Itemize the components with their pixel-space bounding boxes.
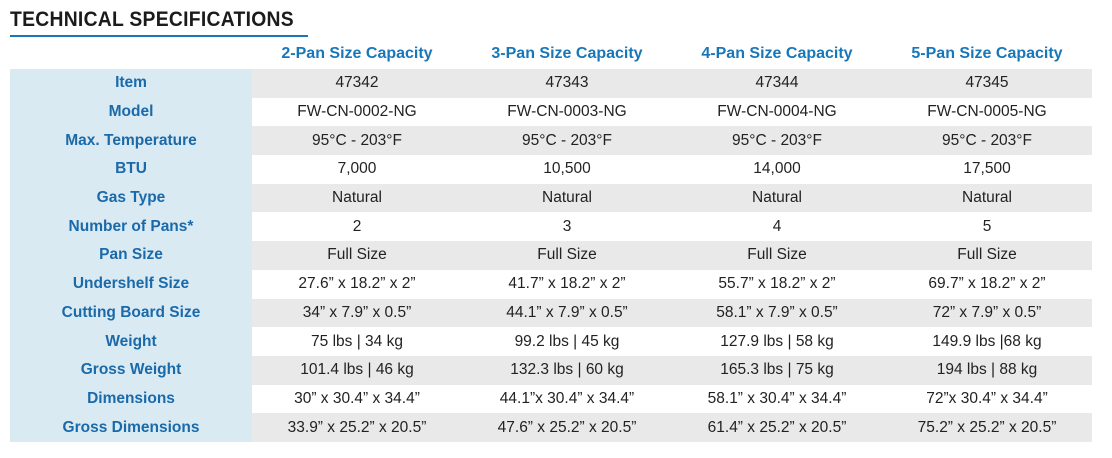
row-label: Max. Temperature xyxy=(10,126,252,156)
table-cell: 127.9 lbs | 58 kg xyxy=(672,327,882,356)
row-label: Model xyxy=(10,97,252,127)
table-cell: 7,000 xyxy=(252,155,462,184)
table-cell: 61.4” x 25.2” x 20.5” xyxy=(672,413,882,442)
table-cell: 58.1” x 30.4” x 34.4” xyxy=(672,384,882,414)
table-cell: Full Size xyxy=(672,241,882,270)
column-header: 2-Pan Size Capacity xyxy=(281,45,433,62)
table-cell: 69.7” x 18.2” x 2” xyxy=(882,269,1092,299)
row-label: Gross Dimensions xyxy=(10,413,252,442)
table-cell: 47344 xyxy=(672,69,882,98)
table-cell: 33.9” x 25.2” x 20.5” xyxy=(252,413,462,442)
table-cell: 47345 xyxy=(882,69,1092,98)
table-cell: 194 lbs | 88 kg xyxy=(882,355,1092,385)
row-label: Gross Weight xyxy=(10,355,252,385)
row-label: Number of Pans* xyxy=(10,212,252,242)
table-row: Pan Size Full Size Full Size Full Size Full … xyxy=(10,241,1092,270)
column-header: 5-Pan Size Capacity xyxy=(911,45,1063,62)
table-cell: 95°C - 203°F xyxy=(882,126,1092,156)
table-cell: Full Size xyxy=(252,241,462,270)
table-row: Number of Pans* 2 3 4 5 xyxy=(10,212,1092,242)
table-cell: 132.3 lbs | 60 kg xyxy=(462,355,672,385)
table-cell: FW-CN-0003-NG xyxy=(462,97,672,127)
row-label: Pan Size xyxy=(10,241,252,270)
table-cell: 95°C - 203°F xyxy=(462,126,672,156)
table-cell: 47343 xyxy=(462,69,672,98)
table-cell: 72”x 30.4” x 34.4” xyxy=(882,384,1092,414)
table-row: Item 47342 47343 47344 47345 xyxy=(10,69,1092,98)
table-cell: Full Size xyxy=(882,241,1092,270)
table-body: Item 47342 47343 47344 47345 Model FW-CN-0002-… xyxy=(10,69,1092,442)
table-cell: 30” x 30.4” x 34.4” xyxy=(252,384,462,414)
table-row: Model FW-CN-0002-NG FW-CN-0003-NG FW-CN-000… xyxy=(10,97,1092,127)
table-cell: 75.2” x 25.2” x 20.5” xyxy=(882,413,1092,442)
table-cell: Full Size xyxy=(462,241,672,270)
column-header: 4-Pan Size Capacity xyxy=(701,45,853,62)
table-row: Dimensions 30” x 30.4” x 34.4” 44.1”x 30.4… xyxy=(10,384,1092,414)
table-cell: 44.1”x 30.4” x 34.4” xyxy=(462,384,672,414)
table-cell: 47342 xyxy=(252,69,462,98)
table-cell: Natural xyxy=(882,183,1092,213)
page-title: TECHNICAL SPECIFICATIONS xyxy=(10,8,294,31)
table-cell: 55.7” x 18.2” x 2” xyxy=(672,269,882,299)
table-cell: 101.4 lbs | 46 kg xyxy=(252,355,462,385)
table-cell: 58.1” x 7.9” x 0.5” xyxy=(672,298,882,328)
row-label: BTU xyxy=(10,155,252,184)
table-cell: 2 xyxy=(252,212,462,242)
table-cell: 41.7” x 18.2” x 2” xyxy=(462,269,672,299)
table-cell: 17,500 xyxy=(882,155,1092,184)
table-cell: 34” x 7.9” x 0.5” xyxy=(252,298,462,328)
table-cell: Natural xyxy=(462,183,672,213)
header-corner xyxy=(10,39,252,69)
table-cell: 95°C - 203°F xyxy=(252,126,462,156)
table-cell: 72” x 7.9” x 0.5” xyxy=(882,298,1092,328)
table-cell: 14,000 xyxy=(672,155,882,184)
table-row: Undershelf Size 27.6” x 18.2” x 2” 41.7” x… xyxy=(10,269,1092,299)
table-cell: 99.2 lbs | 45 kg xyxy=(462,327,672,356)
table-cell: FW-CN-0004-NG xyxy=(672,97,882,127)
table-cell: 149.9 lbs |68 kg xyxy=(882,327,1092,356)
table-cell: 10,500 xyxy=(462,155,672,184)
table-row: Gross Dimensions 33.9” x 25.2” x 20.5” 47.… xyxy=(10,413,1092,442)
table-cell: 27.6” x 18.2” x 2” xyxy=(252,269,462,299)
table-cell: 4 xyxy=(672,212,882,242)
table-cell: FW-CN-0002-NG xyxy=(252,97,462,127)
table-row: BTU 7,000 10,500 14,000 17,500 xyxy=(10,155,1092,184)
header-row: 2-Pan Size Capacity 3-Pan Size Capacity … xyxy=(10,39,1092,69)
table-row: Weight 75 lbs | 34 kg 99.2 lbs | 45 kg 127.… xyxy=(10,327,1092,356)
table-row: Max. Temperature 95°C - 203°F 95°C - 203°F… xyxy=(10,126,1092,156)
table-cell: 95°C - 203°F xyxy=(672,126,882,156)
table-cell: Natural xyxy=(252,183,462,213)
table-cell: 3 xyxy=(462,212,672,242)
table-cell: 5 xyxy=(882,212,1092,242)
spec-table: 2-Pan Size Capacity 3-Pan Size Capacity … xyxy=(10,39,1092,442)
row-label: Dimensions xyxy=(10,384,252,414)
row-label: Weight xyxy=(10,327,252,356)
row-label: Item xyxy=(10,69,252,98)
title-block: TECHNICAL SPECIFICATIONS xyxy=(10,6,319,34)
row-label: Cutting Board Size xyxy=(10,298,252,328)
table-cell: 44.1” x 7.9” x 0.5” xyxy=(462,298,672,328)
table-cell: 165.3 lbs | 75 kg xyxy=(672,355,882,385)
table-row: Cutting Board Size 34” x 7.9” x 0.5” 44.1”… xyxy=(10,298,1092,328)
table-cell: 75 lbs | 34 kg xyxy=(252,327,462,356)
title-underline xyxy=(10,35,308,37)
row-label: Gas Type xyxy=(10,183,252,213)
table-cell: 47.6” x 25.2” x 20.5” xyxy=(462,413,672,442)
table-cell: Natural xyxy=(672,183,882,213)
table-cell: FW-CN-0005-NG xyxy=(882,97,1092,127)
table-row: Gross Weight 101.4 lbs | 46 kg 132.3 lbs |… xyxy=(10,355,1092,385)
table-row: Gas Type Natural Natural Natural Natural xyxy=(10,183,1092,213)
row-label: Undershelf Size xyxy=(10,269,252,299)
column-header: 3-Pan Size Capacity xyxy=(491,45,643,62)
